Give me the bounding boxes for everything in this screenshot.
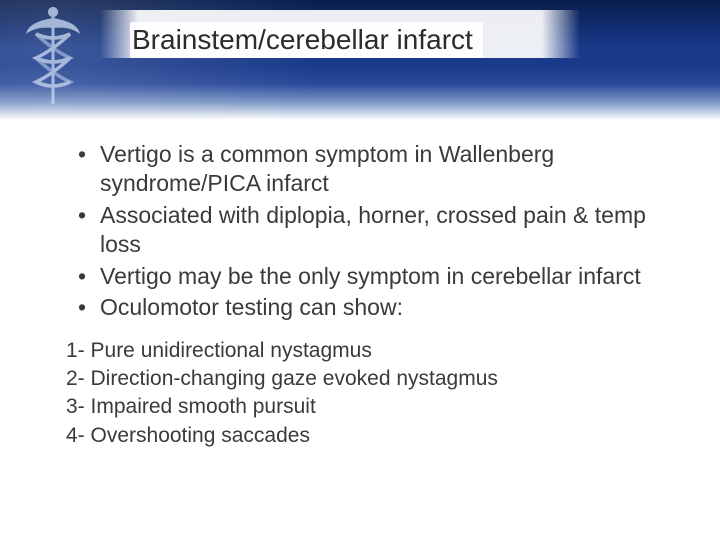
bullet-item: Oculomotor testing can show:	[72, 293, 680, 322]
header-band: Brainstem/cerebellar infarct	[0, 0, 720, 120]
bullet-item: Vertigo is a common symptom in Wallenber…	[72, 140, 680, 199]
numbered-item: 3- Impaired smooth pursuit	[66, 393, 680, 421]
numbered-item: 1- Pure unidirectional nystagmus	[66, 337, 680, 365]
bullet-item: Vertigo may be the only symptom in cereb…	[72, 262, 680, 291]
title-container: Brainstem/cerebellar infarct	[130, 20, 680, 60]
numbered-item: 4- Overshooting saccades	[66, 422, 680, 450]
bullet-item: Associated with diplopia, horner, crosse…	[72, 201, 680, 260]
slide-title: Brainstem/cerebellar infarct	[130, 22, 483, 58]
numbered-item: 2- Direction-changing gaze evoked nystag…	[66, 365, 680, 393]
caduceus-icon	[8, 4, 98, 114]
slide-body: Vertigo is a common symptom in Wallenber…	[72, 140, 680, 450]
numbered-list: 1- Pure unidirectional nystagmus 2- Dire…	[66, 337, 680, 450]
bullet-list: Vertigo is a common symptom in Wallenber…	[72, 140, 680, 323]
